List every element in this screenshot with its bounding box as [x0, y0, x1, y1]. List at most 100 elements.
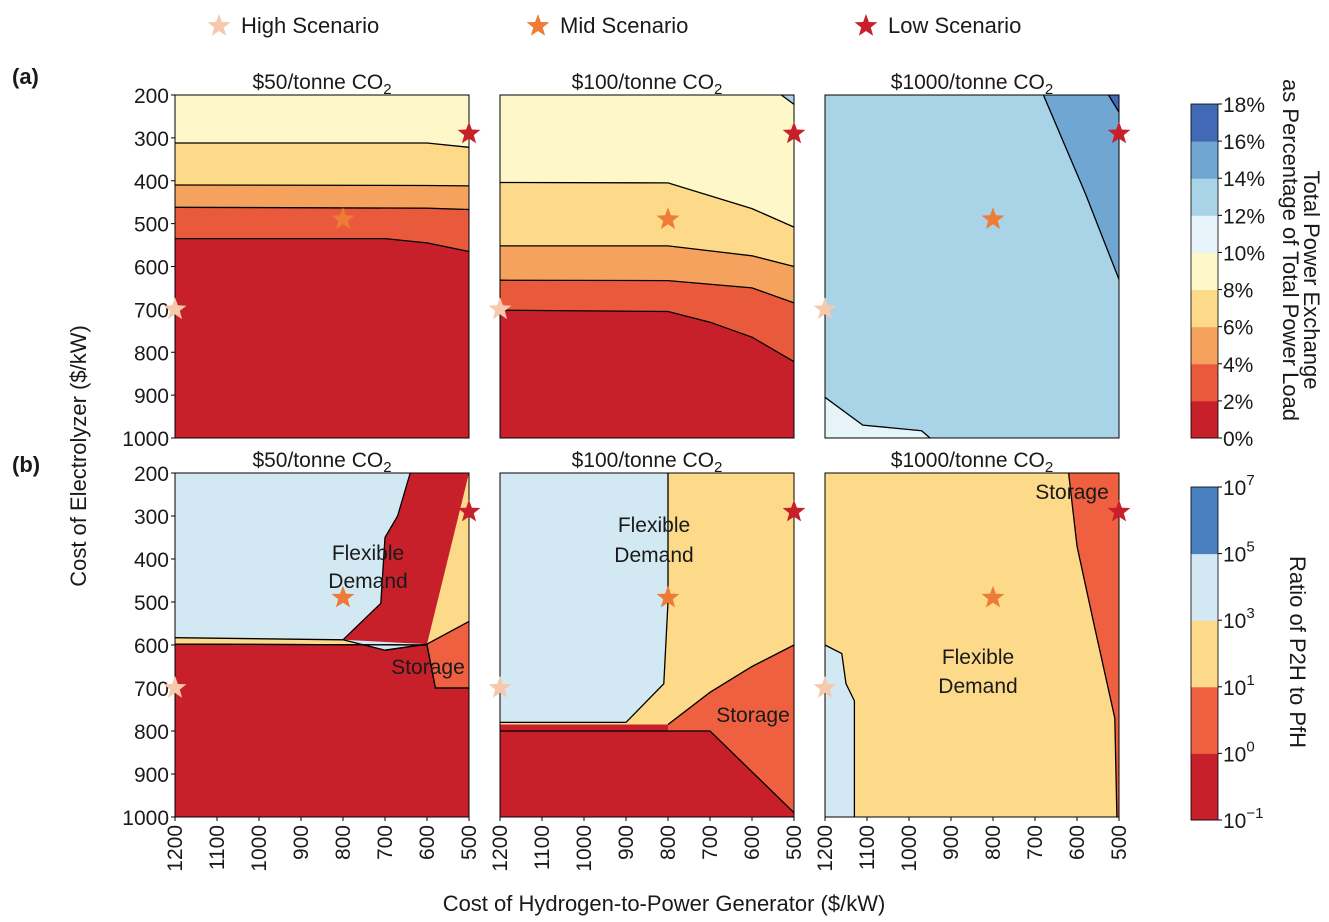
panel-3: [174, 472, 470, 817]
colorbar-b-label-exp: 7: [1246, 472, 1254, 489]
band-1000-1e5: [175, 473, 427, 651]
colorbar-b-swatch: [1191, 487, 1218, 555]
x-tick-label: 800: [332, 825, 355, 860]
row-label-0: (a): [12, 64, 39, 89]
colorbar-b-swatch: [1191, 553, 1218, 621]
y-tick-label: 800: [134, 342, 169, 365]
colorbar-a-swatch: [1191, 400, 1218, 439]
panel-title-main: $1000/tonne CO: [891, 449, 1045, 472]
scenario-star-0: [163, 676, 187, 698]
panel-0: [174, 95, 470, 438]
colorbar-b-label-exp: 0: [1246, 738, 1254, 755]
contour-line-2: [1107, 94, 1120, 113]
contour-line-2: [384, 620, 470, 651]
region-annotation-0: Flexible: [332, 542, 404, 565]
contour-line-3: [175, 142, 470, 148]
colorbar-a-swatch: [1191, 104, 1218, 142]
region-annotation-1: Storage: [391, 656, 465, 679]
y-tick-label: 900: [134, 764, 169, 787]
colorbar-b-label-base: 10: [1223, 544, 1246, 567]
scenario-star-1: [331, 207, 355, 229]
legend-label-1: Mid Scenario: [560, 13, 688, 38]
scenario-star-2: [1107, 499, 1131, 522]
x-tick-label: 1100: [206, 825, 229, 870]
x-tick-label: 800: [982, 825, 1005, 860]
region-annotation-line2-0: Demand: [328, 570, 407, 593]
legend-marker-2: [854, 14, 878, 36]
colorbar-a-label: 4%: [1223, 354, 1253, 377]
row-label-1: (b): [12, 452, 40, 477]
colorbar-a-swatch: [1191, 141, 1218, 179]
colorbar-b-label-exp: 3: [1246, 605, 1254, 622]
colorbar-b-label-exp: 1: [1246, 672, 1254, 689]
y-tick-label: 900: [134, 385, 169, 408]
colorbar-a-title-line1: Total Power Exchange: [1299, 171, 1324, 390]
colorbar-a-frame: [1190, 103, 1219, 439]
band-storage: [1068, 473, 1119, 817]
colorbar-a-label: 10%: [1223, 242, 1265, 265]
colorbar-a-swatch: [1191, 252, 1218, 291]
y-tick-label: 800: [134, 721, 169, 744]
colorbar-b-label-base: 10: [1223, 810, 1246, 833]
panel-frame: [499, 472, 795, 818]
scenario-star-1: [656, 207, 680, 229]
band-storage: [385, 621, 469, 688]
colorbar-b-label-base: 10: [1223, 677, 1246, 700]
panel-title: $100/tonne CO2: [572, 449, 723, 476]
x-tick-label: 900: [615, 825, 638, 860]
region-annotation-2: Flexible: [618, 514, 690, 537]
x-tick-label: 1000: [573, 825, 596, 872]
x-tick-label: 900: [940, 825, 963, 860]
x-tick-label: 1100: [531, 825, 554, 870]
band-10-1000: [825, 473, 1119, 817]
colorbar-b-label-base: 10: [1223, 743, 1246, 766]
scenario-star-2: [1107, 121, 1131, 144]
panel-title-subscript: 2: [383, 459, 391, 476]
colorbar-b-label-exp: 5: [1246, 539, 1254, 556]
colorbars: 0% 2% 4% 6% 8% 10% 12% 14% 16% 18% Total Power Exc…: [1190, 79, 1324, 833]
y-tick-label: 1000: [122, 807, 169, 830]
contour-line-0: [499, 309, 795, 363]
colorbar-b-title: Ratio of P2H to PfH: [1285, 556, 1310, 748]
shared-y-axis-label: Cost of Electrolyzer ($/kW): [66, 325, 91, 587]
panel-title-main: $100/tonne CO: [572, 449, 714, 472]
x-tick-label: 1200: [164, 825, 187, 872]
panel-title: $100/tonne CO2: [572, 71, 723, 98]
y-tick-label: 400: [134, 549, 169, 572]
contour-line-4: [781, 94, 795, 105]
axes-panel-4: $100/tonne CO2 1200 1100 1000 900 800 700 600 50…: [488, 449, 806, 872]
panel-title: $1000/tonne CO2: [891, 71, 1053, 98]
axes-panel-5: $1000/tonne CO2 1200 1100 1000 900 800 700 600 5…: [813, 449, 1131, 872]
scenario-star-0: [813, 297, 837, 320]
y-tick-label: 300: [134, 128, 169, 151]
panel-title-subscript: 2: [1045, 459, 1053, 476]
panel-frame: [824, 472, 1120, 818]
x-tick-label: 1000: [248, 825, 271, 872]
legend-label-0: High Scenario: [241, 13, 379, 38]
x-tick-label: 700: [699, 825, 722, 860]
colorbar-b-label: 103: [1223, 605, 1255, 633]
x-tick-label: 1000: [898, 825, 921, 872]
panel-title: $50/tonne CO2: [252, 449, 391, 476]
panel-title-subscript: 2: [714, 81, 722, 98]
region-annotation-line2-2: Demand: [614, 544, 693, 567]
axes-panel-0: $50/tonne CO2 200 300 400 500 600 700 800 900 100…: [122, 71, 481, 451]
panel-title-main: $50/tonne CO: [252, 449, 383, 472]
colorbar-b-label: 101: [1223, 672, 1255, 700]
colorbar-a-title-line2: as Percentage of Total Power Load: [1278, 79, 1303, 421]
colorbar-b-label: 100: [1223, 738, 1255, 766]
contour-line-0: [500, 473, 669, 724]
legend-marker-1: [526, 14, 550, 36]
panel-title-main: $50/tonne CO: [252, 71, 383, 94]
scenario-star-0: [813, 676, 837, 698]
colorbar-b-swatch: [1191, 686, 1218, 754]
colorbar-a-label: 14%: [1223, 168, 1265, 191]
scenario-star-1: [981, 585, 1005, 608]
panel-title-subscript: 2: [1045, 81, 1053, 98]
axes-panel-2: $1000/tonne CO2: [813, 71, 1131, 439]
contour-line-2: [500, 245, 795, 268]
panel-title-main: $1000/tonne CO: [891, 71, 1045, 94]
region-annotation-line2-5: Demand: [938, 675, 1017, 698]
contour-line-2: [174, 184, 470, 187]
contour-line-0: [824, 644, 856, 817]
